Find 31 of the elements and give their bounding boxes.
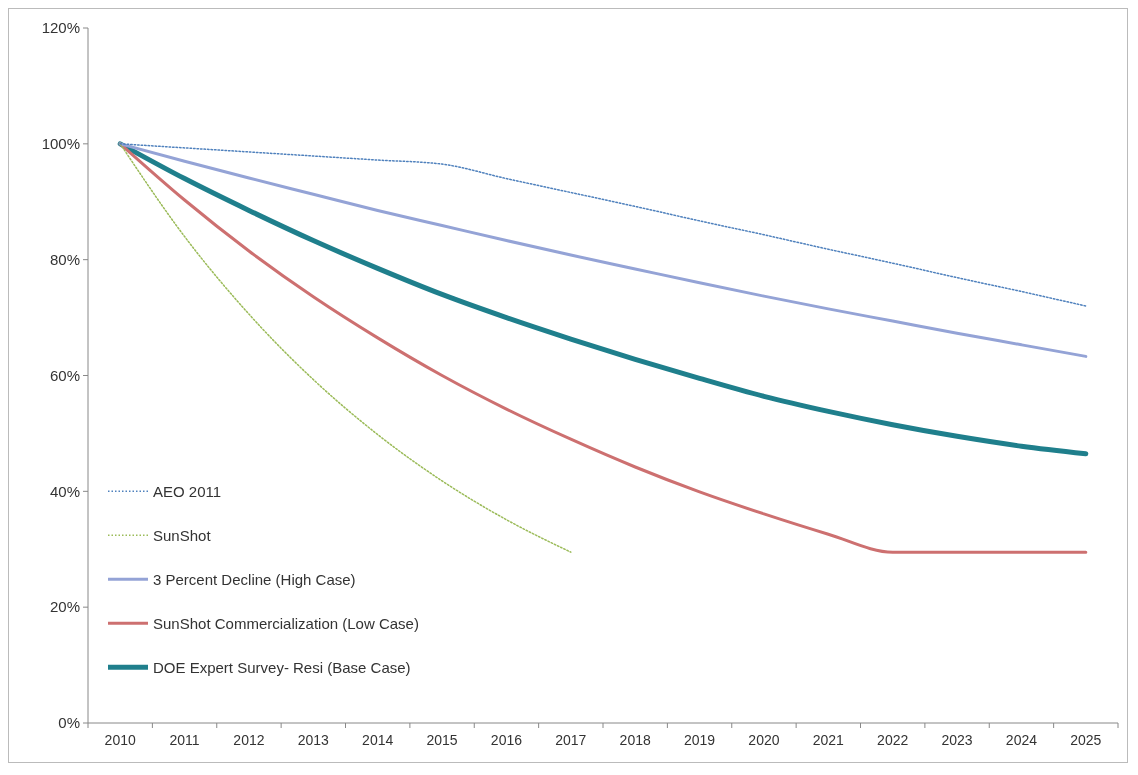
x-tick-label: 2014 xyxy=(362,732,394,748)
y-tick-label: 120% xyxy=(41,19,80,37)
x-tick-label: 2025 xyxy=(1070,732,1102,748)
x-tick-label: 2020 xyxy=(748,732,780,748)
legend-label: SunShot xyxy=(153,526,212,544)
x-tick-label: 2021 xyxy=(812,732,845,748)
y-tick-label: 100% xyxy=(41,135,80,153)
legend-label: 3 Percent Decline (High Case) xyxy=(153,570,356,588)
line-series xyxy=(119,143,572,553)
x-tick-label: 2010 xyxy=(104,732,136,748)
y-tick-label: 0% xyxy=(58,714,80,732)
x-tick-label: 2013 xyxy=(297,732,330,748)
line-series xyxy=(119,143,1087,307)
legend-label: DOE Expert Survey- Resi (Base Case) xyxy=(153,658,411,676)
y-tick-label: 80% xyxy=(49,250,80,268)
x-tick-label: 2011 xyxy=(169,732,200,748)
x-tick-label: 2017 xyxy=(555,732,587,748)
legend-label: AEO 2011 xyxy=(153,482,222,500)
x-tick-label: 2016 xyxy=(490,732,523,748)
x-tick-label: 2024 xyxy=(1005,732,1038,748)
line-series xyxy=(118,142,1088,358)
legend-label: SunShot Commercialization (Low Case) xyxy=(153,614,419,632)
x-tick-label: 2019 xyxy=(683,732,716,748)
x-tick-label: 2012 xyxy=(233,732,265,748)
x-tick-label: 2022 xyxy=(877,732,909,748)
x-tick-label: 2015 xyxy=(426,732,458,748)
x-tick-label: 2018 xyxy=(619,732,651,748)
y-tick-label: 20% xyxy=(49,598,80,616)
x-tick-label: 2023 xyxy=(941,732,973,748)
y-tick-label: 40% xyxy=(49,482,80,500)
y-tick-label: 60% xyxy=(49,366,80,384)
